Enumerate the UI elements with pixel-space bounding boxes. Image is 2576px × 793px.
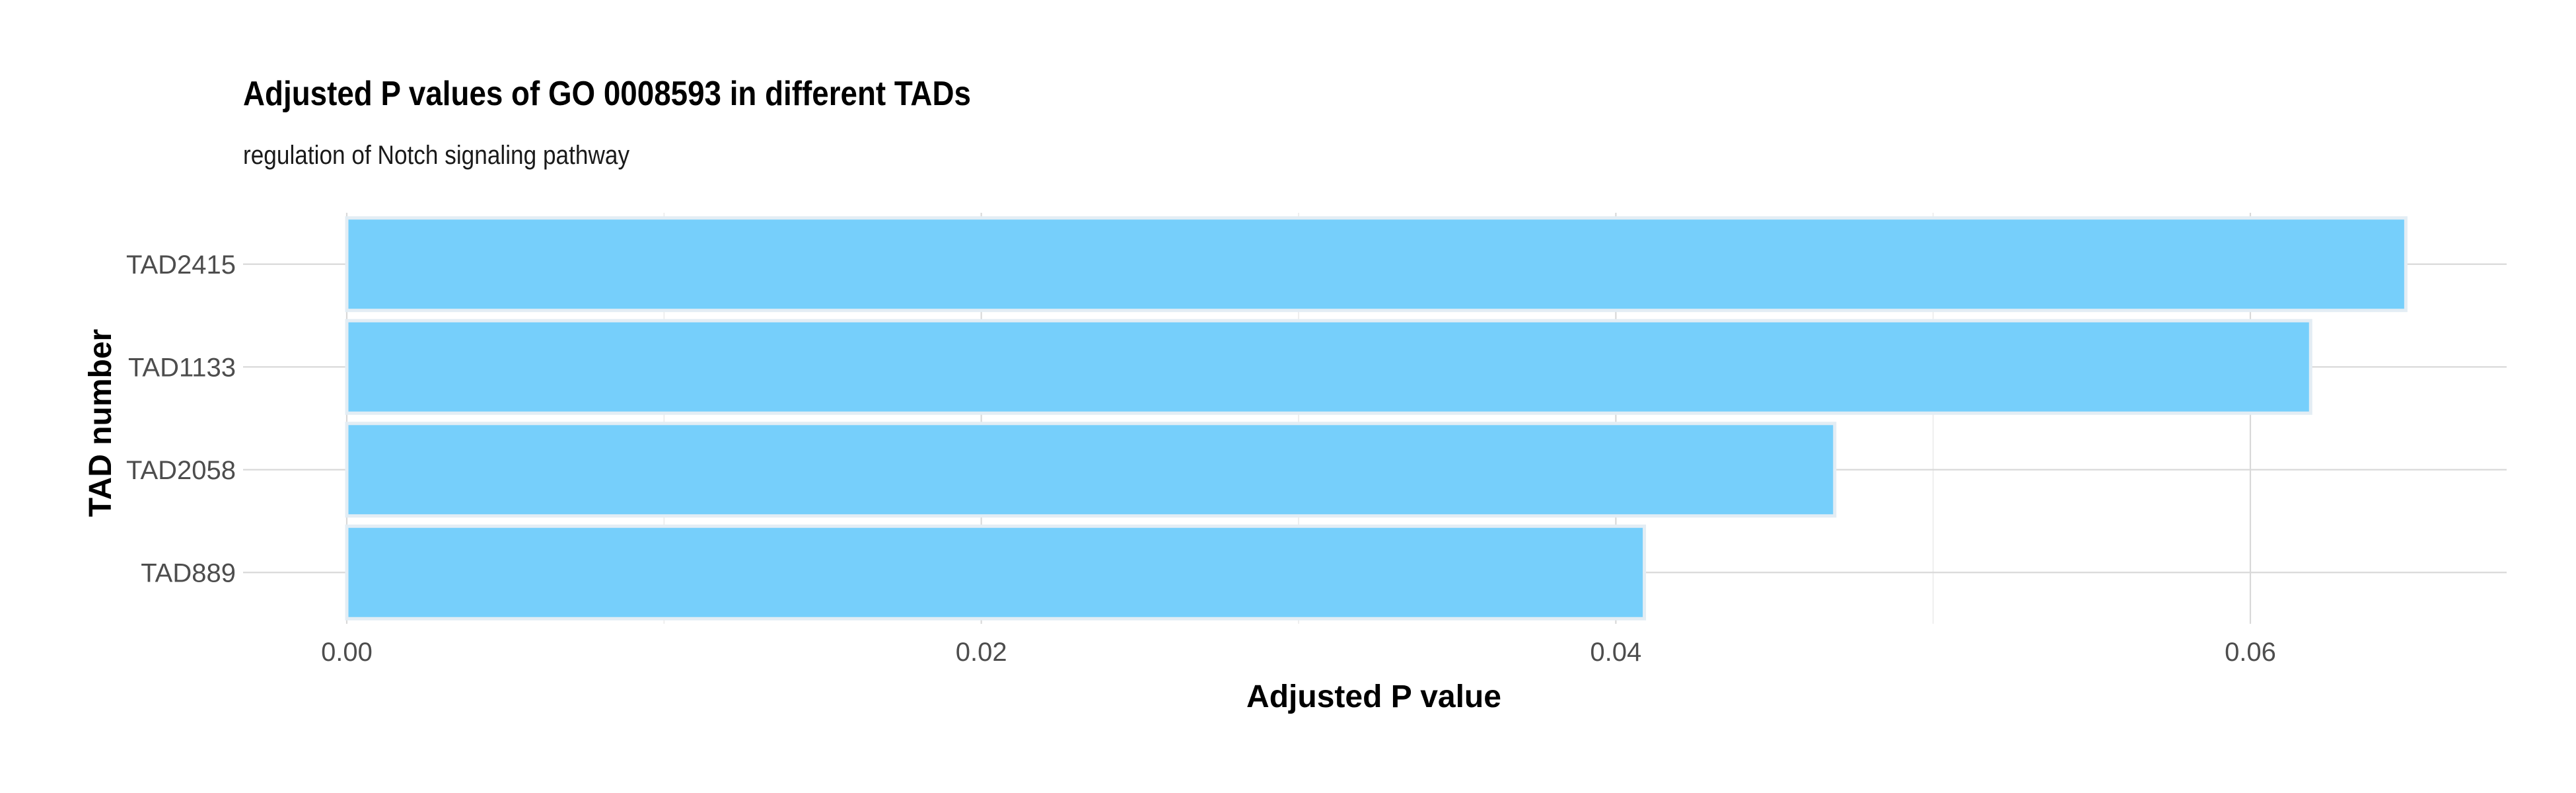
bar-layer: [345, 216, 2408, 621]
y-tick-label: TAD889: [141, 558, 236, 587]
x-tick-label: 0.02: [956, 638, 1007, 667]
bar-tad1133: [345, 319, 2312, 415]
x-axis-title: Adjusted P value: [1246, 679, 1501, 714]
bar-tad2415: [345, 216, 2408, 313]
x-tick-label: 0.06: [2225, 638, 2276, 667]
x-tick-label: 0.00: [321, 638, 373, 667]
y-tick-label: TAD2058: [126, 456, 236, 485]
y-axis-title: TAD number: [83, 329, 118, 517]
bar-tad889: [345, 524, 1647, 621]
chart-subtitle: regulation of Notch signaling pathway: [243, 141, 630, 170]
chart-title: Adjusted P values of GO 0008593 in diffe…: [243, 75, 971, 113]
y-tick-labels: TAD2415 TAD1133 TAD2058 TAD889: [126, 250, 236, 588]
y-tick-label: TAD2415: [126, 250, 236, 280]
x-tick-labels: 0.00 0.02 0.04 0.06: [321, 638, 2276, 667]
bar-tad2058: [345, 422, 1837, 518]
y-tick-label: TAD1133: [128, 353, 236, 382]
x-tick-label: 0.04: [1590, 638, 1641, 667]
